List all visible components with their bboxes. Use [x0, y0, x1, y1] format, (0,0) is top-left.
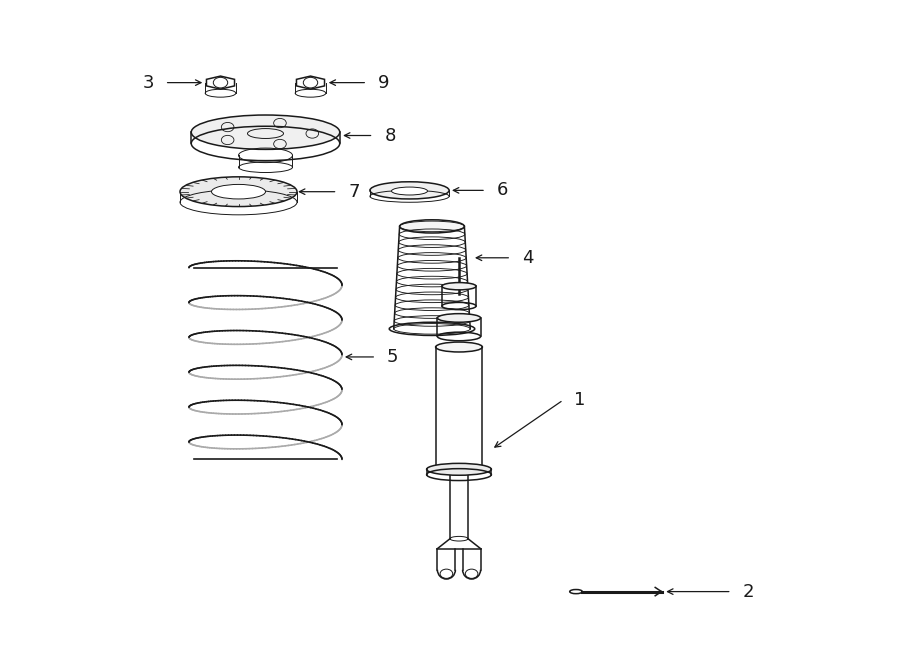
Ellipse shape [212, 184, 266, 199]
Ellipse shape [442, 283, 476, 290]
Text: 1: 1 [574, 391, 586, 409]
Text: 8: 8 [384, 126, 396, 145]
Ellipse shape [392, 187, 428, 195]
Text: 9: 9 [378, 73, 390, 92]
Ellipse shape [437, 314, 481, 322]
Ellipse shape [427, 463, 491, 475]
Ellipse shape [191, 115, 340, 149]
Text: 4: 4 [522, 249, 534, 267]
Text: 5: 5 [387, 348, 399, 366]
Ellipse shape [400, 219, 464, 233]
Text: 6: 6 [497, 181, 508, 200]
Ellipse shape [180, 176, 297, 206]
Text: 7: 7 [348, 182, 360, 201]
Text: 2: 2 [742, 582, 754, 601]
Ellipse shape [370, 182, 449, 199]
Text: 3: 3 [142, 73, 154, 92]
Ellipse shape [436, 342, 482, 352]
